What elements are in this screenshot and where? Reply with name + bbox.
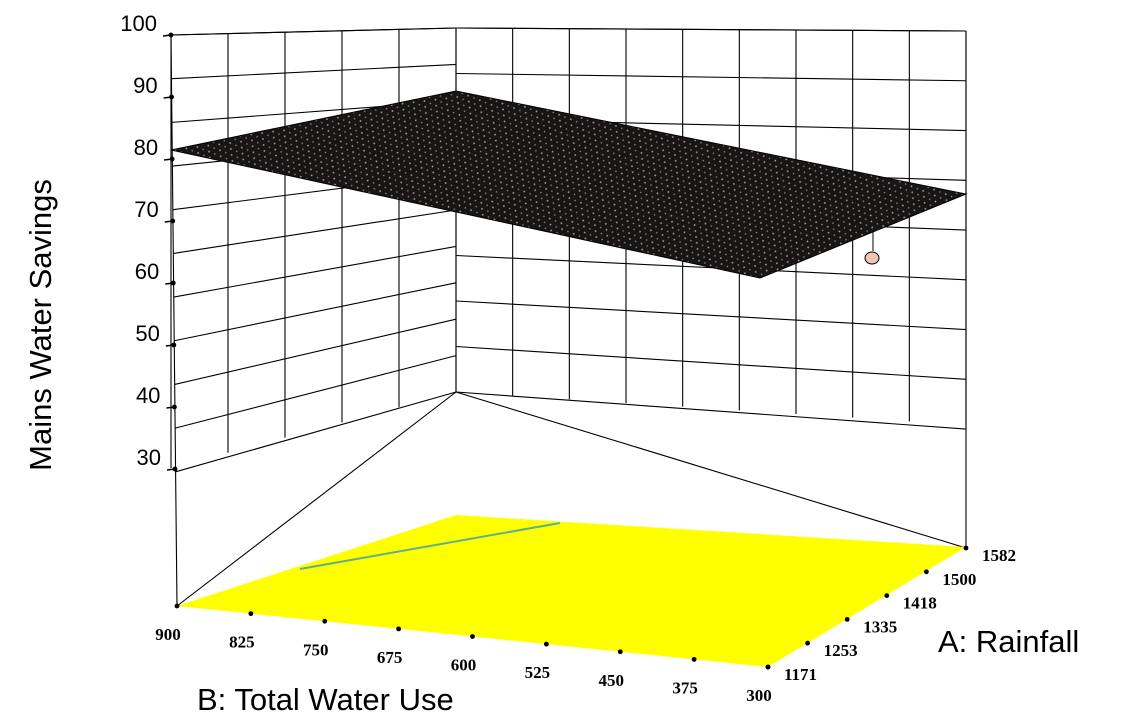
grid-line: [175, 391, 457, 473]
a-tick-mark: [963, 545, 969, 551]
a-axis-label: A: Rainfall: [938, 624, 1079, 659]
z-tick-line: [164, 158, 173, 161]
z-tick-mark: [170, 218, 176, 224]
a-tick-mark: [924, 569, 929, 575]
b-axis-ticks: 900 825 750 675 600 525 450 375 300: [155, 603, 772, 705]
b-tick-label: 600: [451, 656, 477, 675]
z-tick-mark: [170, 280, 176, 286]
b-tick-label: 825: [229, 633, 255, 652]
b-tick-label: 675: [377, 648, 403, 667]
b-tick-mark: [322, 618, 328, 624]
z-tick-label: 30: [137, 445, 161, 470]
grid-line: [455, 72, 967, 82]
contour-line: [299, 522, 561, 570]
z-tick-label: 70: [134, 197, 158, 222]
z-tick-label: 100: [120, 11, 157, 36]
z-tick-line: [164, 220, 173, 223]
a-tick-label: 1335: [863, 617, 897, 636]
b-tick-mark: [174, 603, 180, 609]
b-tick-mark: [248, 611, 254, 617]
floor-contour-plane: [177, 515, 966, 667]
z-tick-line: [162, 34, 172, 37]
grid-line: [170, 34, 178, 607]
response-surface: [170, 90, 968, 279]
grid-line: [173, 209, 457, 254]
a-tick-mark: [884, 593, 890, 598]
z-tick-mark: [169, 94, 174, 100]
a-tick-mark: [765, 664, 771, 670]
a-tick-label: 1253: [824, 641, 858, 660]
a-tick-label: 1582: [982, 546, 1016, 565]
z-tick-line: [165, 344, 174, 347]
grid-line: [174, 318, 457, 385]
grid-line: [455, 27, 967, 32]
b-tick-mark: [691, 656, 697, 662]
grid-line: [170, 27, 457, 36]
b-tick-label: 525: [525, 663, 551, 682]
grid-line: [455, 300, 967, 331]
z-tick-label: 50: [135, 321, 159, 346]
a-tick-label: 1418: [903, 594, 937, 613]
a-axis-ticks: 1171 1253 1335 1418 1500 1582: [765, 545, 1016, 684]
b-tick-label: 300: [746, 686, 772, 705]
grid-line: [173, 245, 457, 298]
z-tick-line: [166, 468, 176, 471]
z-tick-line: [166, 406, 175, 409]
grid-line: [174, 282, 457, 342]
grid-line: [455, 345, 967, 380]
z-axis-ticks: 100 90 80 70 60 50 40 30: [120, 11, 178, 472]
b-tick-label: 450: [599, 671, 625, 690]
b-tick-mark: [543, 641, 549, 647]
grid-line: [174, 355, 457, 429]
z-axis-label: Mains Water Savings: [23, 179, 58, 471]
z-tick-label: 80: [134, 135, 158, 160]
z-tick-line: [163, 96, 172, 99]
z-tick-mark: [172, 404, 177, 410]
z-tick-line: [165, 282, 174, 285]
grid-line: [171, 63, 457, 80]
b-tick-label: 375: [672, 678, 698, 697]
design-point-marker: [864, 251, 880, 265]
b-tick-label: 750: [303, 640, 329, 659]
grid-line: [455, 391, 967, 430]
z-tick-label: 90: [133, 73, 157, 98]
a-tick-mark: [805, 640, 810, 646]
z-tick-label: 40: [136, 383, 160, 408]
b-tick-mark: [470, 634, 475, 639]
box-grid: [170, 27, 967, 607]
a-tick-label: 1171: [784, 665, 817, 684]
grid-line: [176, 391, 457, 607]
b-tick-mark: [396, 626, 402, 632]
z-tick-label: 60: [135, 259, 159, 284]
grid-line: [455, 391, 967, 549]
b-axis-label: B: Total Water Use: [197, 682, 454, 717]
a-tick-mark: [844, 617, 850, 622]
b-tick-label: 900: [155, 625, 181, 644]
a-tick-label: 1500: [942, 570, 976, 589]
b-tick-mark: [617, 649, 623, 655]
